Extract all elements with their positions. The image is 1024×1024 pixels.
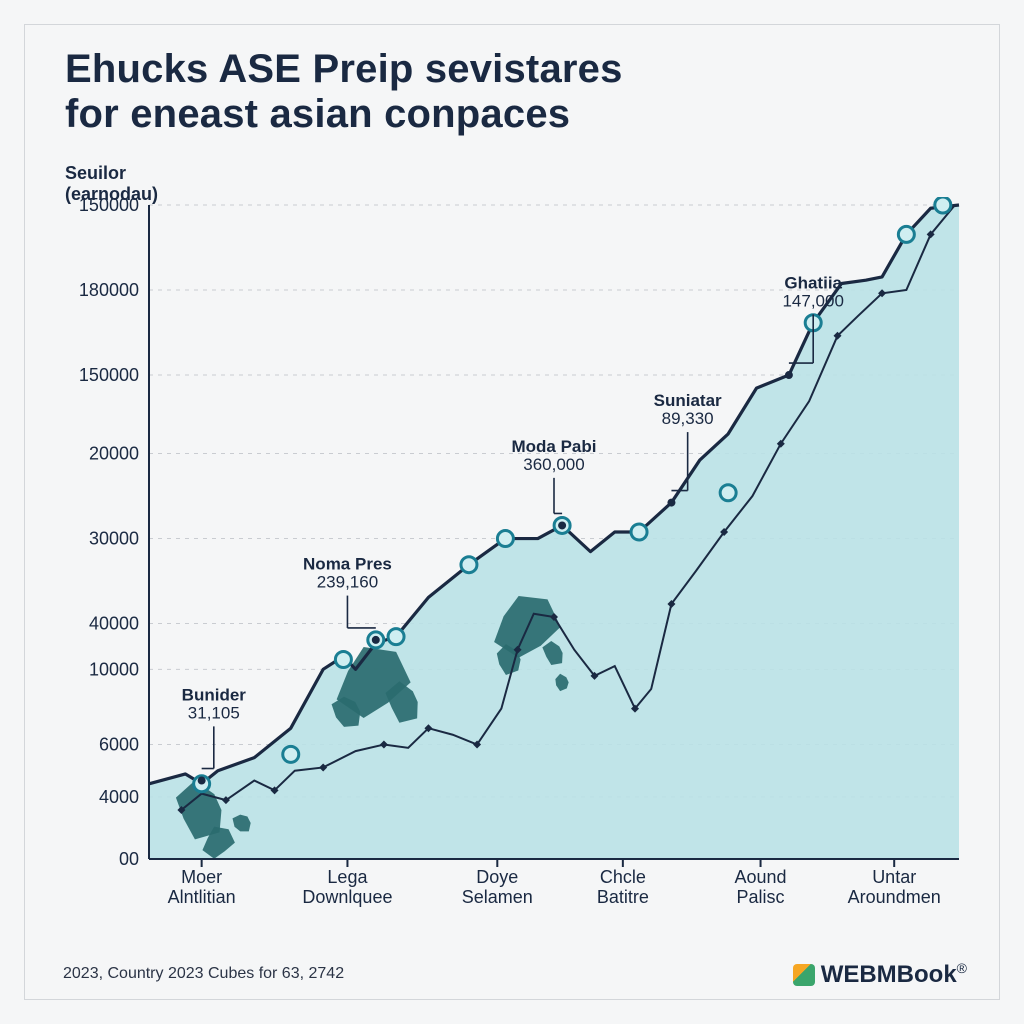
title-line-2: for eneast asian conpaces bbox=[65, 92, 570, 136]
svg-text:Aound: Aound bbox=[735, 867, 787, 887]
callout-bunider-label: Bunider bbox=[182, 685, 247, 704]
brand-mark-icon bbox=[793, 964, 815, 986]
callout-noma-pres-value: 239,160 bbox=[317, 573, 378, 592]
svg-text:Doye: Doye bbox=[476, 867, 518, 887]
callout-moda-pabi-label: Moda Pabi bbox=[511, 437, 596, 456]
svg-text:40000: 40000 bbox=[89, 614, 139, 634]
callout-bunider-value: 31,105 bbox=[188, 703, 240, 722]
svg-text:Selamen: Selamen bbox=[462, 887, 533, 907]
callout-suniatar-value: 89,330 bbox=[662, 409, 714, 428]
svg-text:Aroundmen: Aroundmen bbox=[848, 887, 941, 907]
chart-area: 150000 180000 150000 20000 30000 40000 10000 60… bbox=[65, 197, 971, 919]
svg-text:Moer: Moer bbox=[181, 867, 222, 887]
callout-moda-pabi-value: 360,000 bbox=[523, 455, 584, 474]
svg-text:Palisc: Palisc bbox=[737, 887, 785, 907]
callout-ghatiia-value: 147,000 bbox=[782, 291, 843, 310]
source-footnote: 2023, Country 2023 Cubes for 63, 2742 bbox=[63, 965, 344, 983]
callout-suniatar-label: Suniatar bbox=[654, 391, 722, 410]
svg-text:180000: 180000 bbox=[79, 280, 139, 300]
svg-text:Chcle: Chcle bbox=[600, 867, 646, 887]
svg-text:150000: 150000 bbox=[79, 365, 139, 385]
brand-name: WEBMBook bbox=[821, 961, 957, 988]
svg-text:20000: 20000 bbox=[89, 444, 139, 464]
callout-ghatiia-label: Ghatiia bbox=[784, 273, 842, 292]
brand-logo: WEBMBook® bbox=[793, 960, 967, 989]
svg-text:Downlquee: Downlquee bbox=[302, 887, 392, 907]
svg-text:150000: 150000 bbox=[79, 197, 139, 215]
callout-noma-pres-label: Noma Pres bbox=[303, 555, 392, 574]
y-axis-label-1: Seuilor bbox=[65, 163, 126, 183]
svg-text:6000: 6000 bbox=[99, 735, 139, 755]
svg-text:Lega: Lega bbox=[327, 867, 368, 887]
title-line-1: Ehucks ASE Preip sevistares bbox=[65, 47, 623, 91]
chart-title: Ehucks ASE Preip sevistares for eneast a… bbox=[65, 47, 623, 137]
svg-text:Batitre: Batitre bbox=[597, 887, 649, 907]
svg-text:Untar: Untar bbox=[872, 867, 916, 887]
svg-text:10000: 10000 bbox=[89, 659, 139, 679]
svg-text:4000: 4000 bbox=[99, 787, 139, 807]
svg-text:Alntlitian: Alntlitian bbox=[168, 887, 236, 907]
svg-text:00: 00 bbox=[119, 849, 139, 869]
svg-text:30000: 30000 bbox=[89, 529, 139, 549]
